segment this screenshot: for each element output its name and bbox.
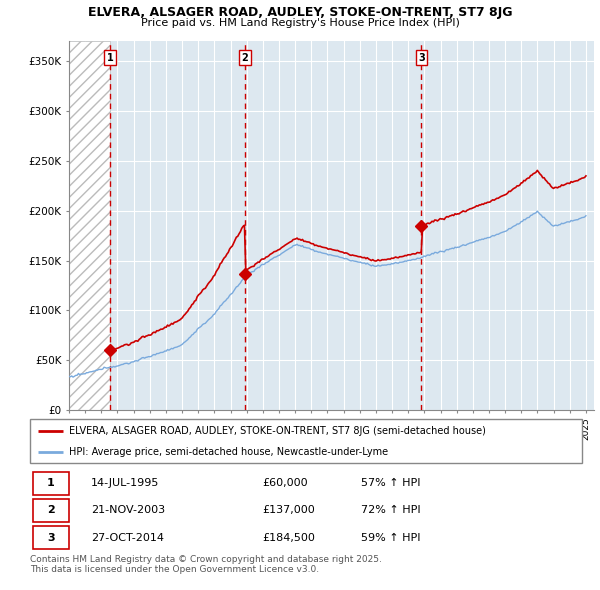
FancyBboxPatch shape bbox=[33, 526, 68, 549]
Text: 72% ↑ HPI: 72% ↑ HPI bbox=[361, 506, 421, 515]
Text: £137,000: £137,000 bbox=[262, 506, 314, 515]
Text: 59% ↑ HPI: 59% ↑ HPI bbox=[361, 533, 421, 543]
Text: Price paid vs. HM Land Registry's House Price Index (HPI): Price paid vs. HM Land Registry's House … bbox=[140, 18, 460, 28]
Text: 3: 3 bbox=[418, 53, 425, 63]
Text: HPI: Average price, semi-detached house, Newcastle-under-Lyme: HPI: Average price, semi-detached house,… bbox=[68, 447, 388, 457]
Text: 1: 1 bbox=[107, 53, 113, 63]
Text: £60,000: £60,000 bbox=[262, 478, 307, 488]
Text: 57% ↑ HPI: 57% ↑ HPI bbox=[361, 478, 421, 488]
FancyBboxPatch shape bbox=[33, 471, 68, 494]
Text: 27-OCT-2014: 27-OCT-2014 bbox=[91, 533, 164, 543]
Text: 14-JUL-1995: 14-JUL-1995 bbox=[91, 478, 159, 488]
Text: Contains HM Land Registry data © Crown copyright and database right 2025.
This d: Contains HM Land Registry data © Crown c… bbox=[30, 555, 382, 574]
Text: ELVERA, ALSAGER ROAD, AUDLEY, STOKE-ON-TRENT, ST7 8JG: ELVERA, ALSAGER ROAD, AUDLEY, STOKE-ON-T… bbox=[88, 6, 512, 19]
Text: 2: 2 bbox=[47, 506, 55, 515]
Text: 21-NOV-2003: 21-NOV-2003 bbox=[91, 506, 165, 515]
Text: 1: 1 bbox=[47, 478, 55, 488]
Text: ELVERA, ALSAGER ROAD, AUDLEY, STOKE-ON-TRENT, ST7 8JG (semi-detached house): ELVERA, ALSAGER ROAD, AUDLEY, STOKE-ON-T… bbox=[68, 427, 485, 436]
FancyBboxPatch shape bbox=[33, 499, 68, 522]
Text: £184,500: £184,500 bbox=[262, 533, 315, 543]
Text: 3: 3 bbox=[47, 533, 55, 543]
Text: 2: 2 bbox=[242, 53, 248, 63]
Bar bbox=[69, 41, 110, 410]
